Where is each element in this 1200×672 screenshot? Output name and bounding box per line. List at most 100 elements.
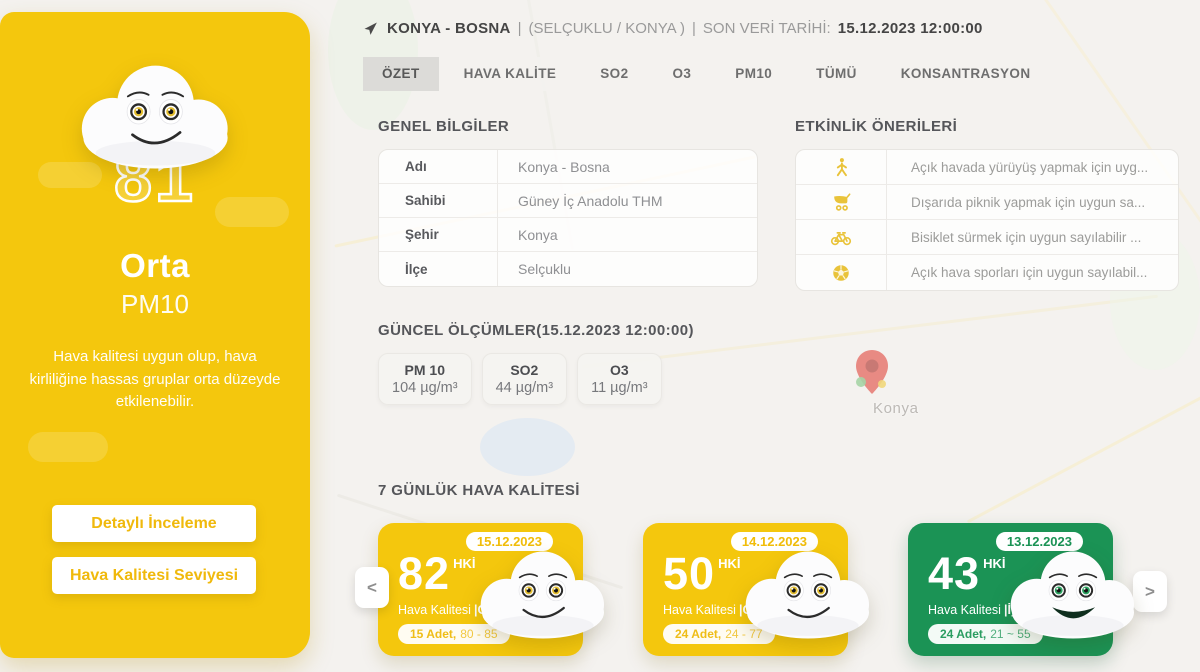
section-title: GÜNCEL ÖLÇÜMLER(15.12.2023 12:00:00) xyxy=(378,322,694,339)
card-range-pill: 24 Adet, 24 - 77 xyxy=(663,623,775,644)
aqi-level-label: Orta xyxy=(120,247,190,285)
activity-suggestions-section: ETKİNLİK ÖNERİLERİ Açık havada yürüyüş y… xyxy=(795,118,1179,291)
table-row: Açık havada yürüyüş yapmak için uyg... xyxy=(796,150,1178,185)
activity-text: Dışarıda piknik yapmak için uygun sa... xyxy=(886,185,1178,219)
last-data-timestamp: 15.12.2023 12:00:00 xyxy=(837,20,983,37)
reading-range: 21 ~ 55 xyxy=(990,626,1031,641)
card-aqi-value: 82 xyxy=(398,548,451,599)
cloud-mascot xyxy=(999,545,1147,642)
reading-count: 24 Adet, xyxy=(940,626,987,641)
cloud-mascot xyxy=(734,545,882,642)
football-icon xyxy=(796,263,886,283)
separator: | xyxy=(517,20,522,37)
pollutant-value: 104 µg/m³ xyxy=(392,380,458,396)
card-date-badge: 13.12.2023 xyxy=(995,532,1083,551)
pollutant-name: SO2 xyxy=(510,362,539,378)
weekly-card: 14.12.2023 50 HKİ Hava Kalitesi |Orta ? … xyxy=(643,523,870,656)
map-lake xyxy=(480,418,575,476)
measurement-chips: PM 10 104 µg/m³ SO2 44 µg/m³ O3 11 µg/m³ xyxy=(378,353,694,405)
measurement-chip-so2: SO2 44 µg/m³ xyxy=(481,353,568,405)
carousel-prev-button[interactable]: < xyxy=(355,567,389,608)
weekly-air-quality-section: 7 GÜNLÜK HAVA KALİTESİ > 15.12.2023 82 H… xyxy=(355,482,1178,656)
station-region: (SELÇUKLU / KONYA ) xyxy=(528,20,685,37)
table-row: Bisiklet sürmek için uygun sayılabilir .… xyxy=(796,220,1178,255)
section-title: 7 GÜNLÜK HAVA KALİTESİ xyxy=(378,482,580,499)
detailed-review-button[interactable]: Detaylı İnceleme xyxy=(52,505,256,542)
tab-tumu[interactable]: TÜMÜ xyxy=(797,57,876,91)
tab-hava-kalite[interactable]: HAVA KALİTE xyxy=(444,57,576,91)
navigation-arrow-icon xyxy=(363,21,378,36)
dominant-pollutant: PM10 xyxy=(121,289,189,320)
row-label: İlçe xyxy=(405,261,428,277)
row-value: Konya xyxy=(497,218,757,251)
card-aqi-unit: HKİ xyxy=(718,556,741,571)
reading-count: 24 Adet, xyxy=(675,626,722,641)
weekly-cards-carousel: > 15.12.2023 82 HKİ Hava Kalitesi |Orta … xyxy=(355,523,1178,656)
section-title: ETKİNLİK ÖNERİLERİ xyxy=(795,118,958,135)
cloud-mascot xyxy=(68,58,243,173)
card-range-pill: 15 Adet, 80 - 85 xyxy=(398,623,510,644)
table-row: İlçe Selçuklu xyxy=(379,252,757,286)
reading-range: 24 - 77 xyxy=(725,626,763,641)
station-header: KONYA - BOSNA | (SELÇUKLU / KONYA ) | SO… xyxy=(363,20,983,37)
map-city-label: Konya xyxy=(873,400,919,417)
current-measurements-section: GÜNCEL ÖLÇÜMLER(15.12.2023 12:00:00) PM … xyxy=(378,322,694,405)
card-quality-label: Hava Kalitesi xyxy=(663,602,736,617)
row-label: Adı xyxy=(405,159,427,174)
aqi-summary-panel: 81 Orta PM10 Hava kalitesi uygun olup, h… xyxy=(0,12,310,658)
air-quality-level-button[interactable]: Hava Kalitesi Seviyesi xyxy=(52,557,256,594)
reading-range: 80 - 85 xyxy=(460,626,498,641)
pollutant-name: PM 10 xyxy=(404,362,446,378)
stroller-icon xyxy=(796,192,886,212)
decorative-cloud xyxy=(38,162,102,188)
main-content: KONYA - BOSNA | (SELÇUKLU / KONYA ) | SO… xyxy=(355,0,1185,672)
tab-so2[interactable]: SO2 xyxy=(581,57,648,91)
general-info-section: GENEL BİLGİLER Adı Konya - Bosna Sahibi … xyxy=(378,118,758,287)
table-row: Şehir Konya xyxy=(379,218,757,252)
activity-text: Bisiklet sürmek için uygun sayılabilir .… xyxy=(886,220,1178,254)
section-title: GENEL BİLGİLER xyxy=(378,118,510,135)
card-date-badge: 14.12.2023 xyxy=(730,532,818,551)
weekly-card: 13.12.2023 43 HKİ Hava Kalitesi |İyi ? 2… xyxy=(908,523,1135,656)
activity-text: Açık hava sporları için uygun sayılabil.… xyxy=(886,255,1178,290)
card-date-badge: 15.12.2023 xyxy=(465,532,553,551)
row-label: Sahibi xyxy=(405,193,446,208)
bicycle-icon xyxy=(796,227,886,247)
table-row: Adı Konya - Bosna xyxy=(379,150,757,184)
row-value: Güney İç Anadolu THM xyxy=(497,184,757,217)
tab-o3[interactable]: O3 xyxy=(653,57,711,91)
separator: | xyxy=(691,20,696,37)
tab-konsantrasyon[interactable]: KONSANTRASYON xyxy=(881,57,1050,91)
measurement-chip-pm10: PM 10 104 µg/m³ xyxy=(378,353,472,405)
tab-ozet[interactable]: ÖZET xyxy=(363,57,439,91)
row-label: Şehir xyxy=(405,227,439,242)
card-range-pill: 24 Adet, 21 ~ 55 xyxy=(928,623,1043,644)
card-aqi-value: 50 xyxy=(663,548,716,599)
carousel-next-button[interactable]: > xyxy=(1133,571,1167,612)
tab-pm10[interactable]: PM10 xyxy=(716,57,792,91)
decorative-cloud xyxy=(215,197,289,227)
card-aqi-unit: HKİ xyxy=(453,556,476,571)
card-quality-label: Hava Kalitesi xyxy=(928,602,1001,617)
row-value: Konya - Bosna xyxy=(497,150,757,183)
table-row: Dışarıda piknik yapmak için uygun sa... xyxy=(796,185,1178,220)
measurement-chip-o3: O3 11 µg/m³ xyxy=(577,353,662,405)
table-row: Açık hava sporları için uygun sayılabil.… xyxy=(796,255,1178,290)
activity-table: Açık havada yürüyüş yapmak için uyg... D… xyxy=(795,149,1179,291)
row-value: Selçuklu xyxy=(497,252,757,286)
decorative-cloud xyxy=(28,432,108,462)
card-aqi-unit: HKİ xyxy=(983,556,1006,571)
pollutant-name: O3 xyxy=(609,362,629,378)
card-quality-label: Hava Kalitesi xyxy=(398,602,471,617)
weekly-card: 15.12.2023 82 HKİ Hava Kalitesi |Orta ? … xyxy=(378,523,605,656)
cloud-mascot xyxy=(469,545,617,642)
tab-bar: ÖZET HAVA KALİTE SO2 O3 PM10 TÜMÜ KONSAN… xyxy=(363,57,1050,91)
table-row: Sahibi Güney İç Anadolu THM xyxy=(379,184,757,218)
card-aqi-value: 43 xyxy=(928,548,981,599)
pollutant-value: 11 µg/m³ xyxy=(591,380,648,396)
map-marker-pin-icon[interactable] xyxy=(852,348,892,405)
pollutant-value: 44 µg/m³ xyxy=(495,380,554,396)
activity-text: Açık havada yürüyüş yapmak için uyg... xyxy=(886,150,1178,184)
aqi-description: Hava kalitesi uygun olup, hava kirliliği… xyxy=(29,348,281,411)
